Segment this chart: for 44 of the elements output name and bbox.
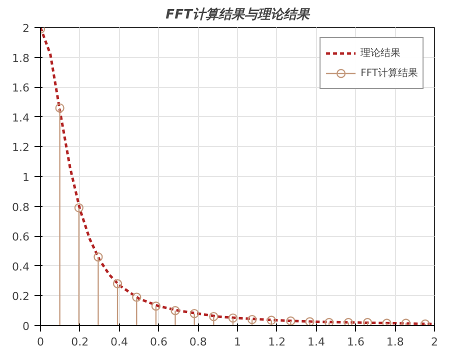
point [112, 279, 122, 288]
point [55, 103, 64, 113]
y-tick-label: 1.2 [12, 141, 30, 154]
point [382, 318, 392, 326]
x-tick-label: 0 [37, 336, 44, 348]
y-tick-label: 0.2 [12, 290, 30, 304]
y-tick-label: 0.8 [12, 200, 30, 214]
y-tick-label: 1.4 [12, 111, 30, 124]
point [266, 316, 276, 325]
point [344, 318, 354, 326]
point [151, 302, 161, 311]
point [401, 318, 411, 326]
y-tick-label: 1 [22, 171, 30, 184]
x-tick-label: 1.8 [386, 336, 404, 348]
point [228, 313, 238, 323]
y-tick-label: 1.6 [12, 82, 30, 95]
x-tick-label: 1.4 [308, 336, 326, 348]
point [305, 317, 314, 326]
point [209, 312, 218, 322]
point [362, 318, 372, 326]
point [247, 314, 257, 324]
x-tick-label: 1.2 [268, 336, 286, 348]
point [132, 292, 142, 302]
y-tick-label: 0.6 [12, 230, 30, 244]
x-tick-label: 0.2 [71, 336, 89, 348]
x-tick-label: 0.6 [150, 336, 168, 348]
legend-label: 理论结果 [360, 46, 401, 60]
point [190, 308, 199, 318]
x-tick-label: 2 [431, 336, 438, 348]
x-tick-label: 1.6 [346, 336, 364, 348]
legend-label: FFT计算结果 [360, 66, 418, 80]
point [74, 203, 84, 212]
point [94, 252, 103, 262]
y-tick-label: 0.4 [12, 260, 30, 274]
y-tick-label: 0 [22, 320, 30, 333]
x-tick-label: 1 [234, 336, 241, 348]
point [170, 306, 180, 316]
y-tick-label: 2 [22, 22, 30, 35]
x-tick-label: 0.8 [189, 336, 207, 348]
point [324, 318, 334, 326]
y-tick-label: 1.8 [12, 52, 30, 65]
x-tick-label: 0.4 [110, 336, 128, 348]
point [286, 316, 296, 326]
chart-title: FFT计算结果与理论结果 [166, 8, 310, 22]
